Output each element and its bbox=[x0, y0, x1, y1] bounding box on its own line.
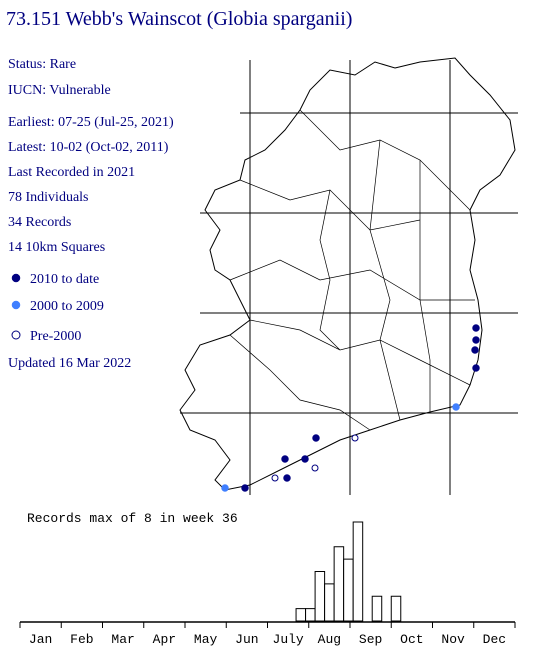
bar bbox=[314, 571, 326, 622]
info-line: IUCN: Vulnerable bbox=[8, 83, 111, 98]
info-line: 78 Individuals bbox=[8, 190, 89, 205]
record-dot bbox=[301, 455, 309, 463]
legend-label: 2010 to date bbox=[30, 272, 99, 287]
title: 73.151 Webb's Wainscot (Globia sparganii… bbox=[6, 8, 352, 30]
month-label: Dec bbox=[483, 632, 506, 647]
info-line: 14 10km Squares bbox=[8, 240, 105, 255]
record-dot bbox=[472, 364, 480, 372]
county-borders bbox=[229, 109, 475, 431]
month-label: May bbox=[194, 632, 218, 647]
month-label: Aug bbox=[318, 632, 341, 647]
record-dot bbox=[351, 434, 359, 442]
bar bbox=[333, 546, 345, 622]
record-dot bbox=[281, 455, 289, 463]
bar bbox=[295, 608, 307, 622]
info-line: Earliest: 07-25 (Jul-25, 2021) bbox=[8, 115, 174, 130]
info-line: Latest: 10-02 (Oct-02, 2011) bbox=[8, 140, 169, 155]
month-label: Apr bbox=[153, 632, 176, 647]
map-grid bbox=[180, 60, 518, 495]
bar bbox=[371, 595, 383, 622]
info-line: 34 Records bbox=[8, 215, 71, 230]
bar bbox=[305, 608, 316, 622]
legend-marker bbox=[11, 300, 21, 310]
legend-marker bbox=[11, 330, 21, 340]
legend-label: 2000 to 2009 bbox=[30, 299, 104, 314]
map bbox=[179, 57, 518, 495]
month-label: Feb bbox=[70, 632, 93, 647]
month-label: Sep bbox=[359, 632, 382, 647]
bar bbox=[343, 558, 354, 622]
chart-title: Records max of 8 in week 36 bbox=[27, 511, 238, 526]
record-dot bbox=[283, 474, 291, 482]
record-dot bbox=[452, 403, 460, 411]
month-label: Jun bbox=[235, 632, 258, 647]
info-line: Status: Rare bbox=[8, 57, 76, 72]
bar bbox=[390, 595, 402, 622]
record-dot bbox=[241, 484, 249, 492]
info-line: Last Recorded in 2021 bbox=[8, 165, 135, 180]
month-label: July bbox=[273, 632, 304, 647]
updated: Updated 16 Mar 2022 bbox=[8, 356, 131, 371]
record-dot bbox=[311, 464, 319, 472]
record-dot bbox=[271, 474, 279, 482]
month-label: Nov bbox=[441, 632, 465, 647]
bar bbox=[352, 521, 364, 622]
month-label: Oct bbox=[400, 632, 423, 647]
record-dot bbox=[472, 324, 480, 332]
record-dots bbox=[221, 324, 480, 492]
record-dot bbox=[471, 346, 479, 354]
record-dot bbox=[221, 484, 229, 492]
record-dot bbox=[312, 434, 320, 442]
record-dot bbox=[472, 336, 480, 344]
bar bbox=[324, 583, 335, 622]
legend-marker bbox=[11, 273, 21, 283]
month-label: Jan bbox=[29, 632, 52, 647]
ireland-outline bbox=[179, 57, 516, 491]
month-label: Mar bbox=[111, 632, 134, 647]
legend-label: Pre-2000 bbox=[30, 329, 81, 344]
